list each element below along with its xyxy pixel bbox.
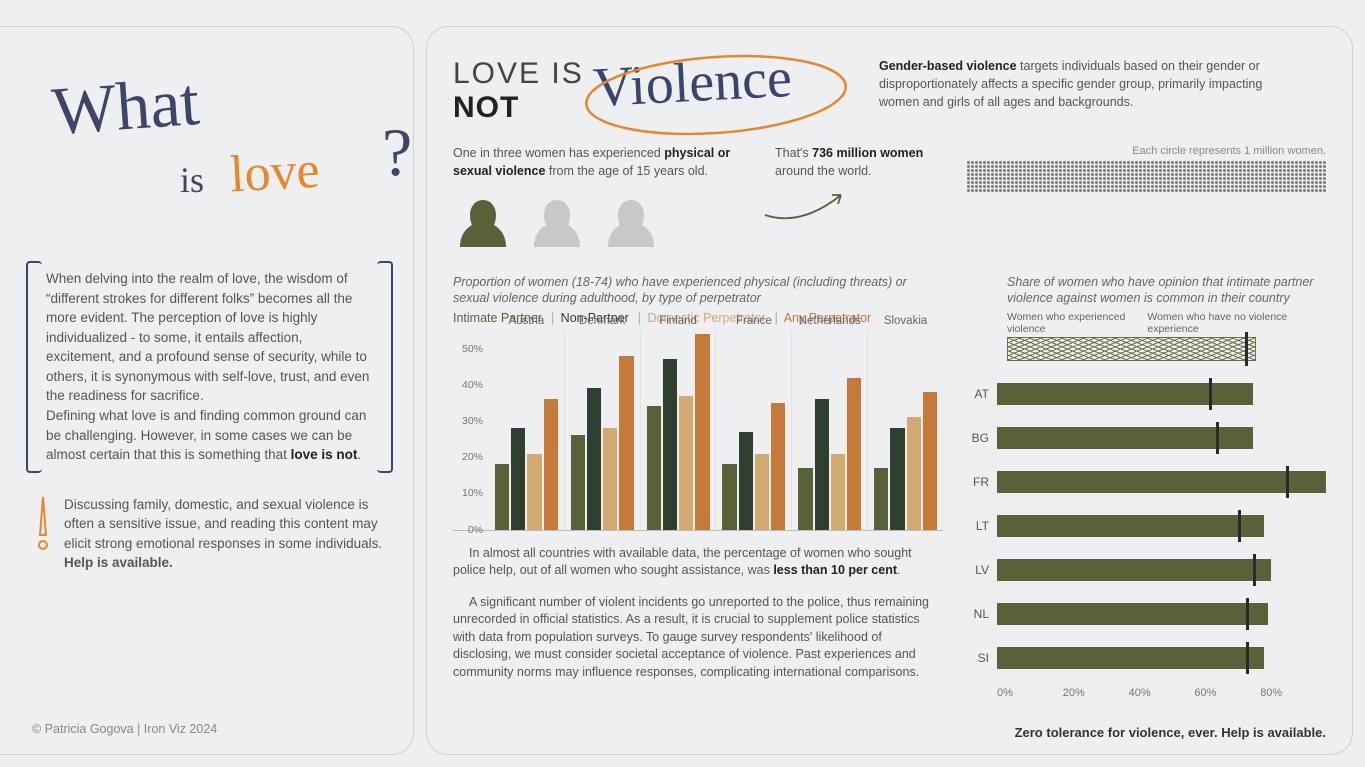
title-violence-script: Violence (591, 46, 793, 120)
grouped-bar-plot: 50%40%30%20%10%0% AustriaDenmarkFinlandF… (453, 331, 943, 531)
opinion-x-axis: 0%20%40%60%80% (967, 687, 1326, 699)
dot-grid (967, 161, 1326, 192)
para1: When delving into the realm of love, the… (46, 271, 369, 403)
women-silhouettes (453, 192, 753, 252)
intro-paragraph: When delving into the realm of love, the… (32, 267, 387, 467)
what-is-love-title: What is love ? (32, 67, 387, 227)
opinion-row: AT (967, 379, 1326, 409)
gbv-bold: Gender-based violence (879, 59, 1017, 73)
police-note: In almost all countries with available d… (453, 545, 943, 580)
one-in-three: One in three women has experienced physi… (453, 145, 753, 252)
stat-row: One in three women has experienced physi… (453, 145, 1326, 252)
opinion-chart: Share of women who have opinion that int… (967, 274, 1326, 717)
para2c: . (357, 447, 361, 462)
content-warning: Discussing family, domestic, and sexual … (32, 495, 387, 573)
main-title: LOVE IS NOT Violence (453, 57, 853, 125)
gbv-definition: Gender-based violence targets individual… (879, 57, 1279, 111)
woman-silhouette-filled-icon (453, 192, 513, 252)
opinion-row: BG (967, 423, 1326, 453)
title-is: is (180, 159, 204, 201)
arrow-icon (761, 181, 851, 231)
opinion-row: SI (967, 643, 1326, 673)
reporting-note: A significant number of violent incident… (453, 594, 943, 682)
warning-text: Discussing family, domestic, and sexual … (64, 497, 382, 551)
title-what: What (49, 62, 201, 151)
right-panel: LOVE IS NOT Violence Gender-based violen… (426, 26, 1353, 755)
title-questionmark: ? (382, 113, 412, 192)
opinion-row: LV (967, 555, 1326, 585)
dots-caption: Each circle represents 1 million women. (967, 145, 1326, 157)
opinion-title: Share of women who have opinion that int… (967, 274, 1326, 307)
736-million-block: That's 736 million women around the worl… (775, 145, 945, 252)
opinion-row: NL (967, 599, 1326, 629)
para2b: love is not (291, 447, 358, 462)
opinion-legend: Women who experienced violence Women who… (967, 307, 1326, 337)
woman-silhouette-icon (527, 192, 587, 252)
opinion-legend-bar (1007, 337, 1256, 361)
credit-line: © Patricia Gogova | Iron Viz 2024 (32, 702, 387, 736)
footer-tagline: Zero tolerance for violence, ever. Help … (453, 725, 1326, 740)
opinion-row: FR (967, 467, 1326, 497)
opinion-row: LT (967, 511, 1326, 541)
exclamation-icon (32, 495, 54, 553)
grouped-bar-chart: Proportion of women (18-74) who have exp… (453, 274, 943, 717)
grouped-bar-title: Proportion of women (18-74) who have exp… (453, 274, 943, 307)
help-available: Help is available. (64, 555, 173, 570)
title-love: love (229, 141, 321, 205)
dot-matrix: Each circle represents 1 million women. (967, 145, 1326, 252)
woman-silhouette-icon (601, 192, 661, 252)
header-row: LOVE IS NOT Violence Gender-based violen… (453, 57, 1326, 125)
charts-row: Proportion of women (18-74) who have exp… (453, 274, 1326, 717)
opinion-hbars: AT BG FR LT (967, 379, 1326, 687)
left-panel: What is love ? When delving into the rea… (0, 26, 414, 755)
